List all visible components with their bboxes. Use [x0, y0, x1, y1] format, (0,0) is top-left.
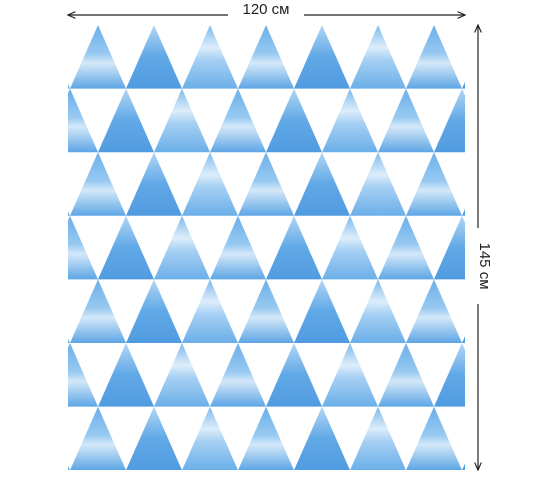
- triangle: [68, 215, 98, 280]
- triangle: [266, 343, 322, 407]
- triangle: [350, 406, 406, 470]
- triangle: [378, 215, 434, 280]
- triangle: [182, 152, 238, 216]
- triangle: [68, 343, 98, 407]
- triangle: [70, 406, 126, 470]
- triangle: [294, 25, 350, 89]
- triangle: [126, 25, 182, 89]
- triangle: [518, 279, 560, 343]
- triangle: [490, 216, 546, 280]
- triangle: [490, 343, 546, 407]
- triangle: [238, 279, 294, 343]
- triangle: [0, 216, 42, 280]
- triangle: [210, 343, 266, 407]
- triangle: [154, 215, 210, 280]
- triangle: [98, 343, 154, 407]
- triangle: [238, 152, 294, 216]
- height-label: 145 см: [476, 242, 493, 289]
- triangle: [462, 208, 465, 216]
- triangle: [294, 406, 350, 470]
- triangle: [378, 343, 434, 407]
- triangle: [350, 279, 406, 343]
- triangle: [434, 88, 465, 153]
- triangle: [210, 88, 266, 153]
- label-bg: [470, 228, 490, 304]
- triangle: [182, 279, 238, 343]
- triangle: [406, 279, 462, 343]
- triangle: [266, 88, 322, 153]
- triangle: [462, 81, 465, 89]
- triangle: [350, 152, 406, 216]
- triangle: [462, 336, 465, 343]
- triangle: [490, 89, 546, 153]
- triangle: [294, 279, 350, 343]
- triangle: [462, 463, 465, 470]
- triangle: [434, 343, 465, 407]
- triangle: [518, 407, 560, 471]
- triangle: [238, 406, 294, 470]
- triangle: [0, 89, 42, 153]
- triangle: [126, 152, 182, 216]
- triangle: [0, 343, 42, 407]
- triangle: [406, 152, 462, 216]
- triangle: [406, 25, 462, 89]
- triangle: [70, 152, 126, 216]
- triangle: [68, 211, 70, 216]
- width-label: 120 см: [242, 1, 289, 18]
- triangle: [68, 84, 70, 89]
- triangle: [350, 25, 406, 89]
- triangle: [518, 25, 560, 89]
- triangle: [68, 88, 98, 153]
- triangle: [98, 88, 154, 153]
- triangle: [210, 215, 266, 280]
- triangle: [70, 279, 126, 343]
- triangle: [294, 152, 350, 216]
- triangle-pattern: [0, 25, 560, 471]
- triangle: [322, 88, 378, 153]
- triangle: [238, 25, 294, 89]
- triangle: [434, 215, 465, 280]
- triangle: [70, 25, 126, 89]
- triangle: [154, 343, 210, 407]
- triangle: [126, 279, 182, 343]
- triangle: [154, 88, 210, 153]
- triangle: [98, 215, 154, 280]
- triangle: [266, 215, 322, 280]
- triangle: [68, 465, 70, 470]
- triangle: [182, 25, 238, 89]
- triangle: [518, 152, 560, 216]
- triangle: [182, 406, 238, 470]
- triangle: [322, 343, 378, 407]
- triangle: [322, 215, 378, 280]
- triangle: [68, 338, 70, 343]
- triangle: [378, 88, 434, 153]
- label-bg: [228, 2, 304, 22]
- triangle: [126, 406, 182, 470]
- triangle: [406, 406, 462, 470]
